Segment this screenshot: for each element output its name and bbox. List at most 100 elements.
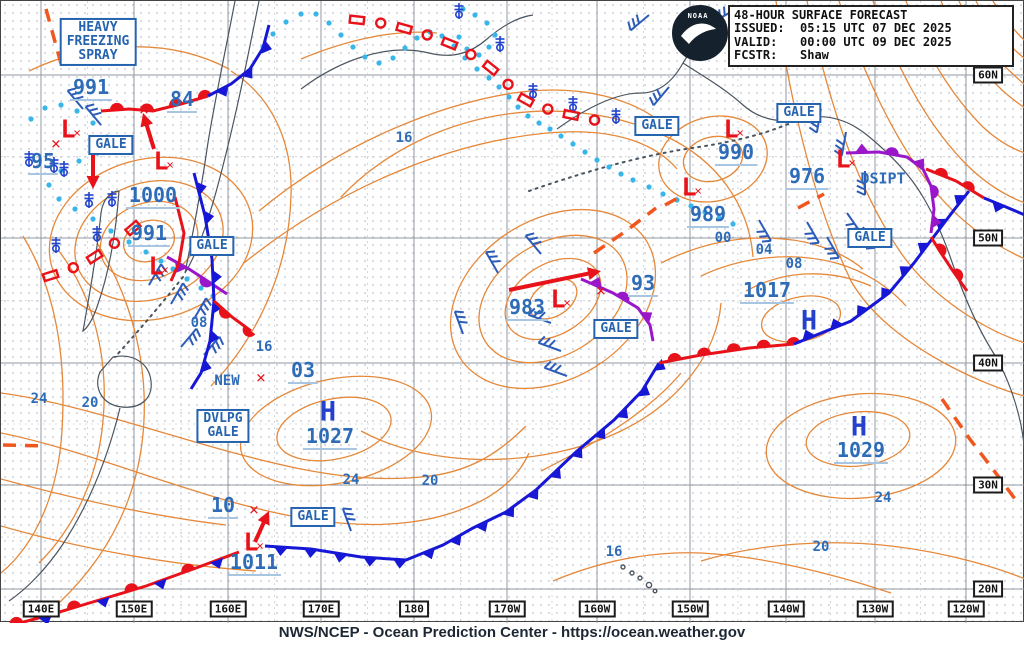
low-pressure-symbol: L ✕ (243, 527, 264, 557)
pressure-label: 991 (69, 77, 113, 101)
latitude-label: 50N (973, 229, 1003, 247)
low-pressure-symbol: L ✕ (835, 144, 856, 174)
longitude-label: 170E (302, 600, 340, 618)
longitude-label: 180 (399, 600, 429, 618)
valid-value: 00:00 UTC 09 DEC 2025 (800, 34, 952, 49)
pressure-label: 989 (686, 204, 730, 228)
longitude-label: 160E (209, 600, 247, 618)
low-pressure-symbol: L ✕ (153, 146, 174, 176)
pressure-label: 04 (755, 242, 773, 258)
wind-barb-icon (341, 507, 356, 532)
latitude-label: 20N (973, 580, 1003, 598)
forecaster-row: FCSTR: Shaw (734, 48, 1008, 63)
low-pressure-symbol: L ✕ (60, 114, 81, 144)
low-pressure-symbol: L ✕ (723, 114, 744, 144)
warning-box-gale: GALE (189, 235, 235, 257)
wind-barb-icon (833, 131, 847, 157)
pressure-label: 16 (395, 130, 413, 146)
noaa-logo-bird-icon (681, 23, 716, 44)
wind-barb-icon (453, 310, 468, 335)
freezing-spray-icon (92, 226, 102, 242)
pressure-label: 08 (190, 315, 208, 331)
noaa-logo: NOAA (669, 2, 728, 61)
wind-barb-icon (627, 14, 650, 32)
pressure-label: 991 (127, 223, 171, 247)
pressure-label: 24 (30, 391, 48, 407)
warning-box-gale: GALE (290, 506, 336, 528)
pressure-label: 16 (605, 544, 623, 560)
wind-barb-icon (524, 232, 542, 255)
warning-box-heavy-freezing-spray: HEAVY FREEZING SPRAY (59, 17, 137, 67)
annotation-label: NEW (214, 373, 240, 389)
pressure-label: 1029 (833, 440, 889, 464)
freezing-spray-icon (495, 36, 505, 52)
warning-box-gale: GALE (634, 115, 680, 137)
high-pressure-symbol: H (319, 396, 337, 428)
pressure-label: 10 (207, 495, 239, 519)
wind-barb-icon (148, 263, 167, 286)
pressure-label: 20 (421, 473, 439, 489)
longitude-label: 130W (856, 600, 894, 618)
latitude-label: 60N (973, 66, 1003, 84)
position-x-mark: ✕ (596, 280, 606, 300)
wind-barb-icon (543, 360, 568, 377)
issued-label: ISSUED: (734, 21, 785, 36)
wind-barb-icon (856, 171, 866, 196)
coast-kurils (114, 276, 184, 358)
position-x-mark: ✕ (51, 133, 61, 153)
pressure-label: 95 (27, 151, 59, 175)
latitude-label: 30N (973, 476, 1003, 494)
low-pressure-symbol: L ✕ (681, 172, 702, 202)
pressure-label: 976 (785, 166, 829, 190)
longitude-label: 160W (578, 600, 616, 618)
warning-box-dvlpg-gale: DVLPG GALE (196, 408, 250, 444)
coast-hawaii (620, 564, 658, 594)
pressure-label: 1027 (302, 426, 358, 450)
pressure-label: 24 (874, 490, 892, 506)
pressure-label: 03 (287, 360, 319, 384)
freezing-spray-icon (568, 96, 578, 112)
longitude-label: 140E (22, 600, 60, 618)
longitude-label: 150W (671, 600, 709, 618)
forecaster-value: Shaw (800, 48, 829, 63)
wind-barb-icon (527, 307, 552, 324)
forecast-title: 48-HOUR SURFACE FORECAST (734, 8, 908, 22)
low-pressure-symbol: L ✕ (148, 251, 169, 281)
freezing-spray-icon (611, 108, 621, 124)
low-pressure-symbol: L ✕ (550, 284, 571, 314)
pressure-label: 1011 (226, 552, 282, 576)
pressure-label: 20 (812, 539, 830, 555)
pressure-label: 1017 (739, 280, 795, 304)
warning-box-gale: GALE (88, 134, 134, 156)
pressure-label: 20 (81, 395, 99, 411)
longitude-label: 120W (947, 600, 985, 618)
pressure-label: 08 (785, 256, 803, 272)
position-x-mark: ✕ (256, 367, 266, 387)
warning-box-gale: GALE (847, 227, 893, 249)
pressure-label: 93 (627, 273, 659, 297)
coast-hokkaido (97, 355, 152, 408)
freezing-spray-icon (528, 83, 538, 99)
pressure-label: 24 (342, 472, 360, 488)
pressure-label: 16 (255, 339, 273, 355)
latitude-label: 40N (973, 354, 1003, 372)
longitude-label: 140W (767, 600, 805, 618)
wind-barb-icon (170, 282, 189, 305)
position-x-mark: ✕ (139, 99, 149, 119)
forecast-header-box: 48-HOUR SURFACE FORECAST ISSUED: 05:15 U… (728, 5, 1014, 67)
coast-alaska (682, 62, 1024, 452)
warning-box-gale: GALE (593, 318, 639, 340)
wind-barb-icon (824, 236, 840, 260)
longitude-label: 170W (488, 600, 526, 618)
annotation-label: DSIPT (860, 169, 906, 188)
coast-honshu (8, 407, 121, 602)
freezing-spray-icon (84, 192, 94, 208)
wind-barb-icon (193, 297, 212, 320)
high-pressure-symbol: H (850, 411, 868, 443)
pressure-label: 00 (714, 230, 732, 246)
coast-sakhalin (82, 190, 120, 333)
coast-siberia (300, 14, 534, 90)
freezing-spray-icon (24, 151, 34, 167)
freezing-spray-icon (107, 191, 117, 207)
